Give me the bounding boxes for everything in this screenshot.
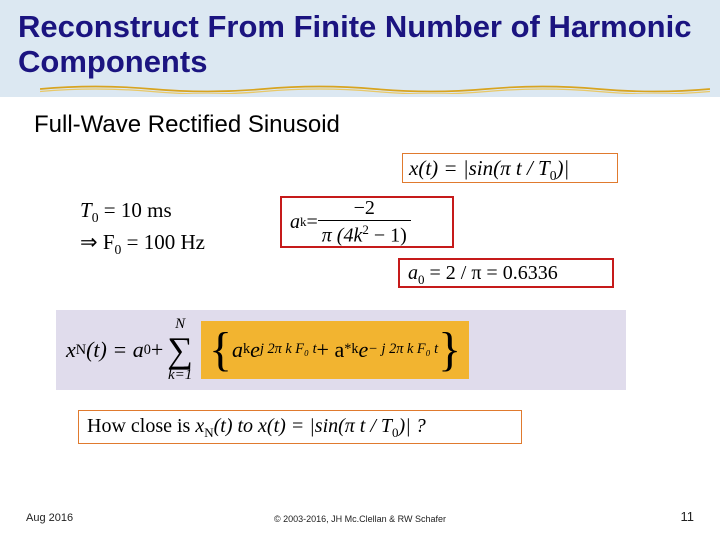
sum-body: { ak e j 2π k F₀ t + a*k e− j 2π k F₀ t … [201, 321, 469, 379]
formula-a0: a0 = 2 / π = 0.6336 [398, 258, 614, 288]
formula-xt: x(t) = |sin(π t / T0)| [402, 153, 618, 183]
txt: e [250, 337, 260, 363]
txt: = 100 Hz [121, 230, 205, 254]
txt: a [232, 337, 243, 363]
txt: = 2 / π = 0.6336 [425, 262, 558, 284]
txt: − j 2π k F₀ t [368, 341, 438, 358]
summation: N ∑ k=1 [167, 317, 193, 383]
txt: N [204, 425, 213, 440]
footer-copyright: © 2003-2016, JH Mc.Clellan & RW Schafer [274, 514, 446, 524]
txt: = 10 ms [99, 198, 172, 222]
txt: + a [317, 337, 345, 363]
footer-date: Aug 2016 [26, 512, 73, 524]
txt: a [408, 262, 418, 284]
formula-reconstruction: xN(t) = a0 + N ∑ k=1 { ak e j 2π k F₀ t … [56, 310, 626, 390]
txt: k [243, 341, 250, 358]
txt: How close is [87, 415, 195, 437]
title-decoration [40, 81, 710, 91]
txt: k=1 [167, 368, 193, 383]
txt: x [66, 337, 76, 363]
formula-t0f0: T0 = 10 ms ⇒ F0 = 100 Hz [80, 196, 205, 259]
txt: π (4k [322, 225, 363, 247]
txt: x [409, 156, 418, 180]
txt: )| [557, 156, 570, 180]
formula-question: How close is xN(t) to x(t) = |sin(π t / … [78, 410, 522, 444]
txt: * [344, 341, 351, 358]
txt: a [290, 211, 300, 234]
txt: e [359, 337, 369, 363]
txt: )| ? [399, 415, 426, 437]
txt: (t) to x(t) = |sin(π t / T [214, 415, 392, 437]
txt: −2 [318, 198, 411, 221]
formula-ak: ak = −2 π (4k2 − 1) [280, 196, 454, 248]
txt: x [195, 415, 204, 437]
page-number: 11 [681, 509, 695, 524]
txt: T [80, 198, 92, 222]
txt: = [307, 211, 318, 234]
txt: (t) = |sin(π t / T [418, 156, 549, 180]
txt: N [76, 342, 86, 359]
txt: 0 [550, 168, 557, 183]
txt: (t) = a [86, 337, 144, 363]
slide-title: Reconstruct From Finite Number of Harmon… [18, 10, 702, 79]
title-block: Reconstruct From Finite Number of Harmon… [0, 0, 720, 97]
txt: ⇒ F [80, 230, 115, 254]
txt: + [151, 337, 163, 363]
txt: 0 [144, 342, 151, 359]
txt: − 1) [369, 225, 407, 247]
txt: k [351, 341, 358, 358]
subtitle: Full-Wave Rectified Sinusoid [34, 111, 720, 139]
txt: j 2π k F₀ t [260, 341, 317, 358]
